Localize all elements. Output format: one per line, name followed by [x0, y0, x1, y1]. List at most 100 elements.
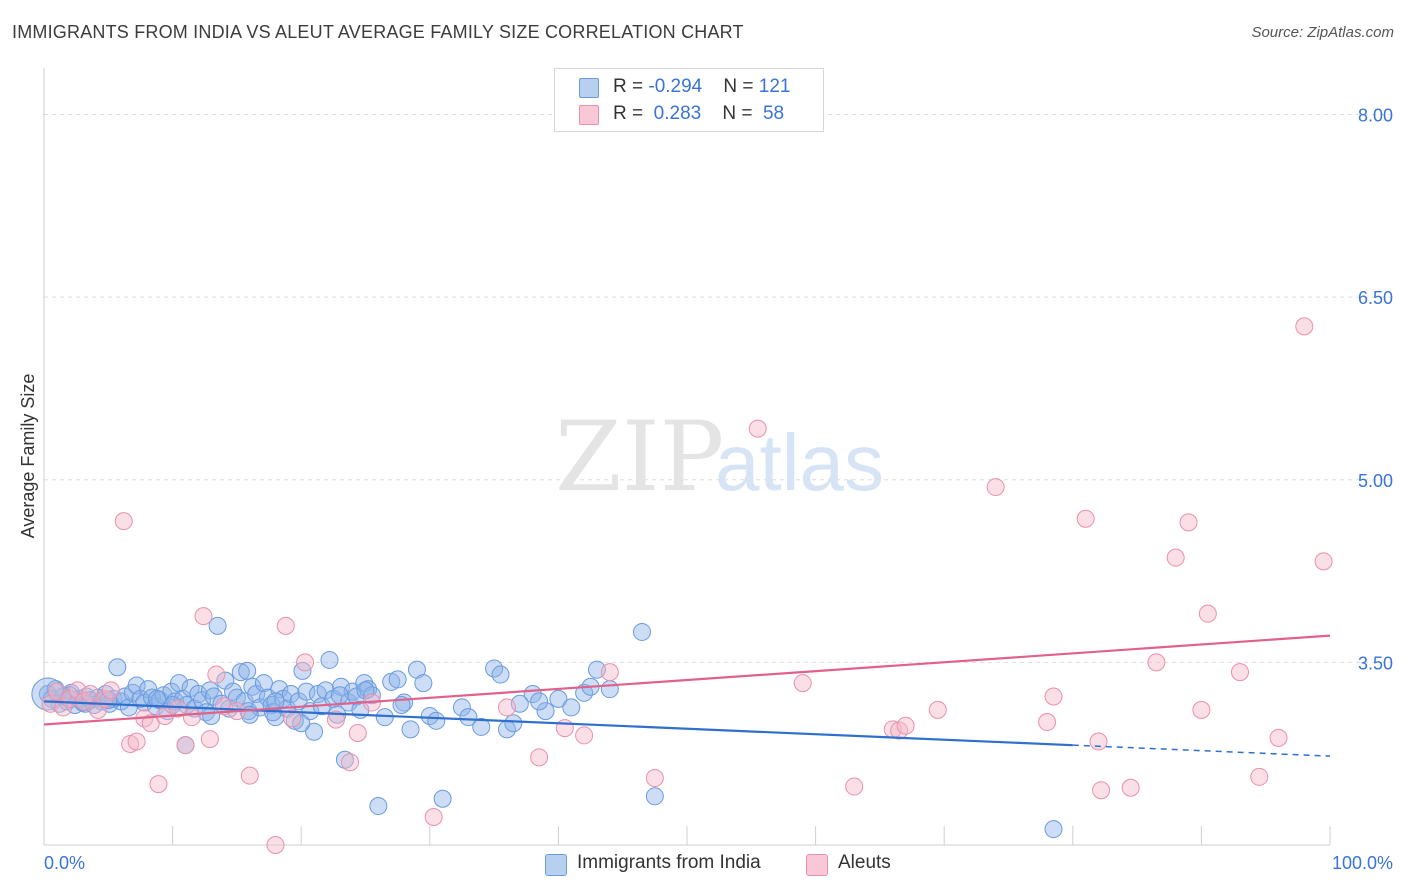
- india-point: [414, 674, 433, 693]
- aleut-point: [748, 419, 767, 438]
- aleut-point: [176, 736, 195, 755]
- x-tick-label-min: 0.0%: [44, 853, 85, 873]
- watermark-atlas: atlas: [715, 418, 884, 507]
- aleut-point: [101, 681, 120, 700]
- series-aleuts: [41, 317, 1333, 854]
- india-point: [238, 661, 257, 680]
- india-point: [320, 650, 339, 669]
- india-point: [459, 708, 478, 727]
- india-point: [330, 686, 349, 705]
- india-point: [297, 682, 316, 701]
- legend-swatch-india: [579, 78, 599, 98]
- aleut-point: [348, 723, 367, 742]
- india-point: [148, 689, 167, 708]
- chart-source: Source: ZipAtlas.com: [1251, 24, 1394, 41]
- aleut-point: [1295, 317, 1314, 336]
- aleut-point: [1121, 778, 1140, 797]
- india-point: [305, 722, 324, 741]
- legend-n-label: N =: [723, 76, 759, 97]
- india-point: [433, 789, 452, 808]
- aleut-point: [896, 716, 915, 735]
- legend-swatch-aleuts: [579, 105, 599, 125]
- y-tick-label: 5.00: [1358, 471, 1393, 491]
- india-point: [254, 674, 273, 693]
- bottom-legend-swatch-india: [545, 854, 567, 876]
- legend-n-value: 58: [757, 103, 785, 124]
- india-point: [127, 676, 146, 695]
- aleut-point: [1198, 604, 1217, 623]
- aleut-point: [1076, 509, 1095, 528]
- chart-title: IMMIGRANTS FROM INDIA VS ALEUT AVERAGE F…: [12, 22, 744, 42]
- aleut-point: [341, 753, 360, 772]
- india-point: [369, 797, 388, 816]
- y-tick-label: 3.50: [1358, 653, 1393, 673]
- watermark: ZIP atlas: [555, 401, 884, 513]
- aleut-point: [1044, 687, 1063, 706]
- aleut-point: [89, 700, 108, 719]
- y-tick-label: 6.50: [1358, 288, 1393, 308]
- aleut-point: [600, 663, 619, 682]
- aleut-trend-line: [43, 634, 1331, 726]
- india-point: [266, 692, 285, 711]
- x-tick-label-max: 100.0%: [1332, 853, 1393, 873]
- legend-r-value: -0.294: [648, 76, 703, 97]
- aleut-point: [74, 692, 93, 711]
- aleut-point: [240, 766, 259, 785]
- india-point: [401, 720, 420, 739]
- watermark-zip: ZIP: [555, 401, 724, 513]
- aleut-point: [326, 710, 345, 729]
- aleut-point: [986, 478, 1005, 497]
- y-axis-label: Average Family Size: [18, 374, 38, 539]
- aleut-point: [497, 698, 516, 717]
- aleut-point: [1092, 781, 1111, 800]
- aleut-point: [1166, 548, 1185, 567]
- india-point: [427, 711, 446, 730]
- india-trend-line: [43, 700, 1073, 747]
- aleut-point: [1269, 728, 1288, 747]
- india-point: [632, 622, 651, 641]
- aleut-point: [1250, 767, 1269, 786]
- axes: [43, 68, 1331, 846]
- aleut-point: [1147, 653, 1166, 672]
- india-point: [270, 680, 289, 699]
- aleut-point: [182, 708, 201, 727]
- india-point: [491, 665, 510, 684]
- india-point: [549, 689, 568, 708]
- correlation-legend: R = -0.294 N = 121 R = 0.283 N = 58: [554, 68, 824, 132]
- aleut-point: [575, 726, 594, 745]
- aleut-point: [200, 730, 219, 749]
- bottom-legend-label-india: Immigrants from India: [577, 852, 761, 873]
- aleut-point: [127, 732, 146, 751]
- aleut-point: [283, 709, 302, 728]
- india-point: [139, 680, 158, 699]
- aleut-point: [141, 714, 160, 733]
- aleut-point: [530, 748, 549, 767]
- india-point: [292, 714, 311, 733]
- bottom-legend-swatch-aleuts: [806, 854, 828, 876]
- aleut-point: [793, 674, 812, 693]
- legend-r-label: R =: [613, 76, 649, 97]
- india-point: [536, 702, 555, 721]
- india-point: [335, 750, 354, 769]
- india-point: [504, 714, 523, 733]
- aleut-point: [1038, 713, 1057, 732]
- aleut-point: [266, 836, 285, 854]
- y-tick-labels: 3.50 5.00 6.50 8.00: [1358, 106, 1393, 674]
- aleut-point: [424, 807, 443, 826]
- aleut-point: [276, 616, 295, 635]
- india-point: [472, 717, 491, 736]
- india-point: [452, 698, 471, 717]
- y-tick-label: 8.00: [1358, 106, 1393, 126]
- series-immigrants-from-india: [31, 616, 1063, 839]
- legend-n-value: 121: [758, 76, 791, 97]
- legend-r-label: R =: [613, 103, 649, 124]
- aleut-point: [1089, 732, 1108, 751]
- india-point: [562, 698, 581, 717]
- aleut-point: [149, 775, 168, 794]
- india-point: [231, 663, 250, 682]
- trend-lines: [43, 634, 1331, 757]
- aleut-point: [845, 777, 864, 796]
- aleut-point: [1179, 513, 1198, 532]
- india-point: [208, 616, 227, 635]
